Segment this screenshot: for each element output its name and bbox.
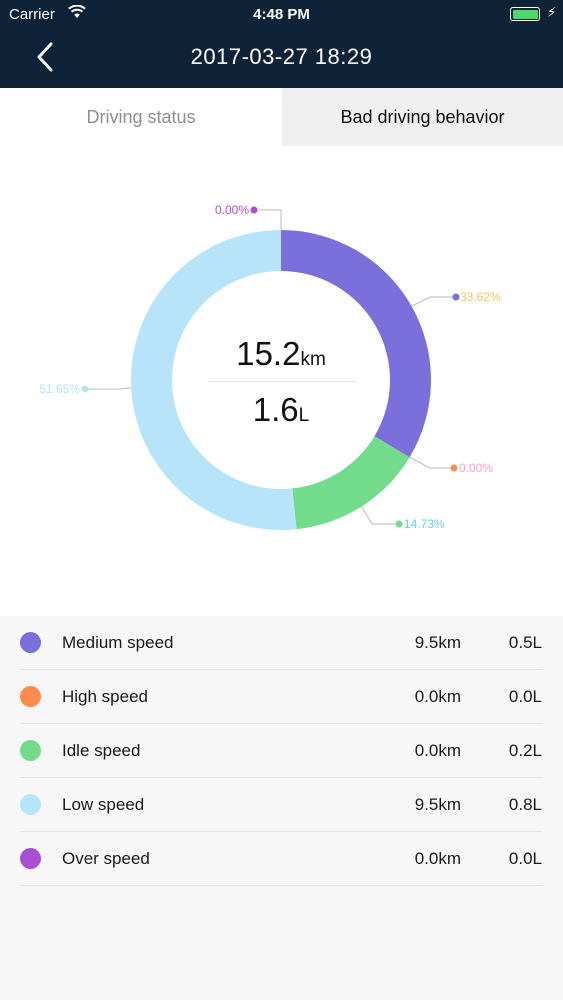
wifi-icon xyxy=(68,5,86,18)
divider xyxy=(20,885,543,886)
row-label: Low speed xyxy=(62,795,145,814)
row-fuel: 0.2L xyxy=(508,741,542,760)
row-fuel: 0.5L xyxy=(508,633,542,652)
list-item[interactable]: Idle speed 0.0km 0.2L xyxy=(0,724,563,778)
status-bar: Carrier 4:48 PM ⚡ xyxy=(0,0,563,30)
donut-slice-idle-speed[interactable] xyxy=(292,436,410,530)
color-dot-icon xyxy=(20,632,41,653)
row-fuel: 0.0L xyxy=(508,849,542,868)
chevron-left-icon xyxy=(37,42,53,72)
distance-value: 15.2 xyxy=(236,335,301,372)
list-item[interactable]: Over speed 0.0km 0.0L xyxy=(0,832,563,886)
list-item[interactable]: High speed 0.0km 0.0L xyxy=(0,670,563,724)
slice-percent-label: 0.00% xyxy=(215,203,249,217)
carrier-label: Carrier xyxy=(9,6,55,23)
divider xyxy=(20,831,543,832)
color-dot-icon xyxy=(20,686,41,707)
tab-bar: Driving status Bad driving behavior xyxy=(0,88,563,146)
row-label: High speed xyxy=(62,687,149,706)
leader-line xyxy=(409,456,454,469)
tab-driving-status[interactable]: Driving status xyxy=(0,88,282,146)
row-distance: 0.0km xyxy=(414,687,461,706)
list-item[interactable]: Medium speed 9.5km 0.5L xyxy=(0,616,563,670)
battery-icon xyxy=(510,7,540,21)
center-divider xyxy=(208,381,356,382)
list-item[interactable]: Low speed 9.5km 0.8L xyxy=(0,778,563,832)
slice-percent-label: 0.00% xyxy=(459,461,493,475)
divider xyxy=(20,777,543,778)
leader-line xyxy=(411,296,456,307)
donut-slice-medium-speed[interactable] xyxy=(281,230,432,458)
label-dot xyxy=(450,464,458,472)
row-distance: 0.0km xyxy=(414,741,461,760)
back-button[interactable] xyxy=(32,40,62,74)
label-dot xyxy=(250,206,258,214)
total-distance: 15.2km xyxy=(181,335,381,373)
leader-line xyxy=(254,209,282,230)
app-header: Carrier 4:48 PM ⚡ 2017-03-27 18:29 xyxy=(0,0,563,88)
status-time: 4:48 PM xyxy=(253,6,310,23)
leader-line xyxy=(361,506,399,525)
divider xyxy=(20,723,543,724)
chart-panel: 33.62% 0.00% 14.73% 51.65% 0.00% 15.2km 1.6L xyxy=(0,146,563,616)
row-distance: 9.5km xyxy=(414,795,461,814)
color-dot-icon xyxy=(20,794,41,815)
row-fuel: 0.8L xyxy=(508,795,542,814)
row-fuel: 0.0L xyxy=(508,687,542,706)
slice-percent-label: 33.62% xyxy=(460,290,501,304)
label-dot xyxy=(81,385,89,393)
fuel-value: 1.6 xyxy=(252,391,299,428)
label-dot xyxy=(452,293,460,301)
divider xyxy=(20,669,543,670)
slice-percent-label: 51.65% xyxy=(39,382,80,396)
color-dot-icon xyxy=(20,848,41,869)
donut-slice-low-speed[interactable] xyxy=(130,230,297,530)
color-dot-icon xyxy=(20,740,41,761)
speed-donut-chart: 33.62% 0.00% 14.73% 51.65% 0.00% xyxy=(39,203,501,531)
slice-percent-label: 14.73% xyxy=(404,517,445,531)
fuel-unit: L xyxy=(298,405,310,426)
label-dot xyxy=(395,520,403,528)
total-fuel: 1.6L xyxy=(181,391,381,429)
tab-bad-driving-behavior[interactable]: Bad driving behavior xyxy=(282,88,563,146)
row-distance: 0.0km xyxy=(414,849,461,868)
distance-unit: km xyxy=(300,349,326,370)
row-label: Idle speed xyxy=(62,741,141,760)
page-title: 2017-03-27 18:29 xyxy=(190,44,373,69)
speed-legend-list: Medium speed 9.5km 0.5L High speed 0.0km… xyxy=(0,616,563,1000)
row-distance: 9.5km xyxy=(414,633,461,652)
charging-bolt-icon: ⚡ xyxy=(547,4,557,20)
row-label: Medium speed xyxy=(62,633,174,652)
leader-line xyxy=(85,387,132,390)
row-label: Over speed xyxy=(62,849,150,868)
